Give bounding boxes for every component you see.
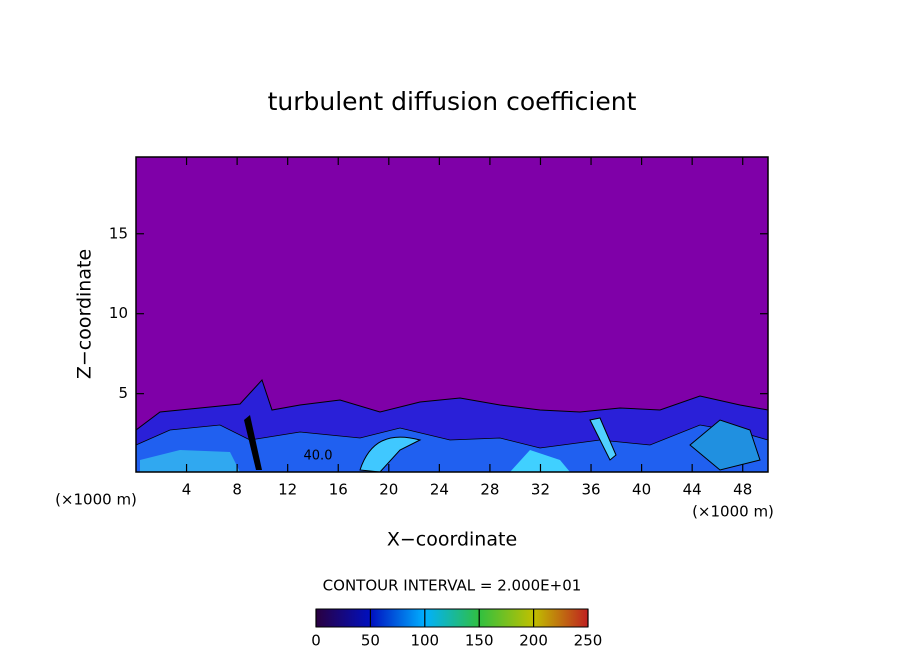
x-tick-label: 24 [430, 481, 449, 499]
colorbar-tick-label: 100 [410, 632, 439, 650]
colorbar [315, 608, 589, 628]
x-tick-label: 44 [683, 481, 702, 499]
contour-interval: CONTOUR INTERVAL = 2.000E+01 [323, 577, 582, 595]
x-tick-label: 16 [329, 481, 348, 499]
x-tick-label: 12 [278, 481, 297, 499]
x-unit-left: (×1000 m) [55, 491, 137, 509]
x-unit-right: (×1000 m) [692, 503, 774, 521]
y-axis-label: Z−coordinate [74, 249, 96, 379]
colorbar-tick-label: 0 [311, 632, 321, 650]
x-axis-label: X−coordinate [387, 529, 517, 551]
plot-frame [135, 156, 769, 473]
chart-title: turbulent diffusion coefficient [268, 87, 637, 116]
x-tick-label: 36 [581, 481, 600, 499]
y-tick-label: 5 [118, 384, 128, 402]
y-tick-label: 10 [109, 304, 128, 322]
x-tick-label: 32 [531, 481, 550, 499]
x-tick-label: 40 [632, 481, 651, 499]
x-tick-label: 4 [182, 481, 192, 499]
turbulent-layer [135, 379, 769, 473]
colorbar-tick-label: 250 [574, 632, 603, 650]
colorbar-tick-label: 200 [519, 632, 548, 650]
colorbar-tick-label: 50 [361, 632, 380, 650]
x-tick-label: 48 [733, 481, 752, 499]
contour-label: 40.0 [304, 449, 333, 464]
x-tick-label: 8 [232, 481, 242, 499]
colorbar-tick-label: 150 [465, 632, 494, 650]
x-tick-label: 28 [480, 481, 499, 499]
y-tick-label: 15 [109, 224, 128, 242]
x-tick-label: 20 [379, 481, 398, 499]
